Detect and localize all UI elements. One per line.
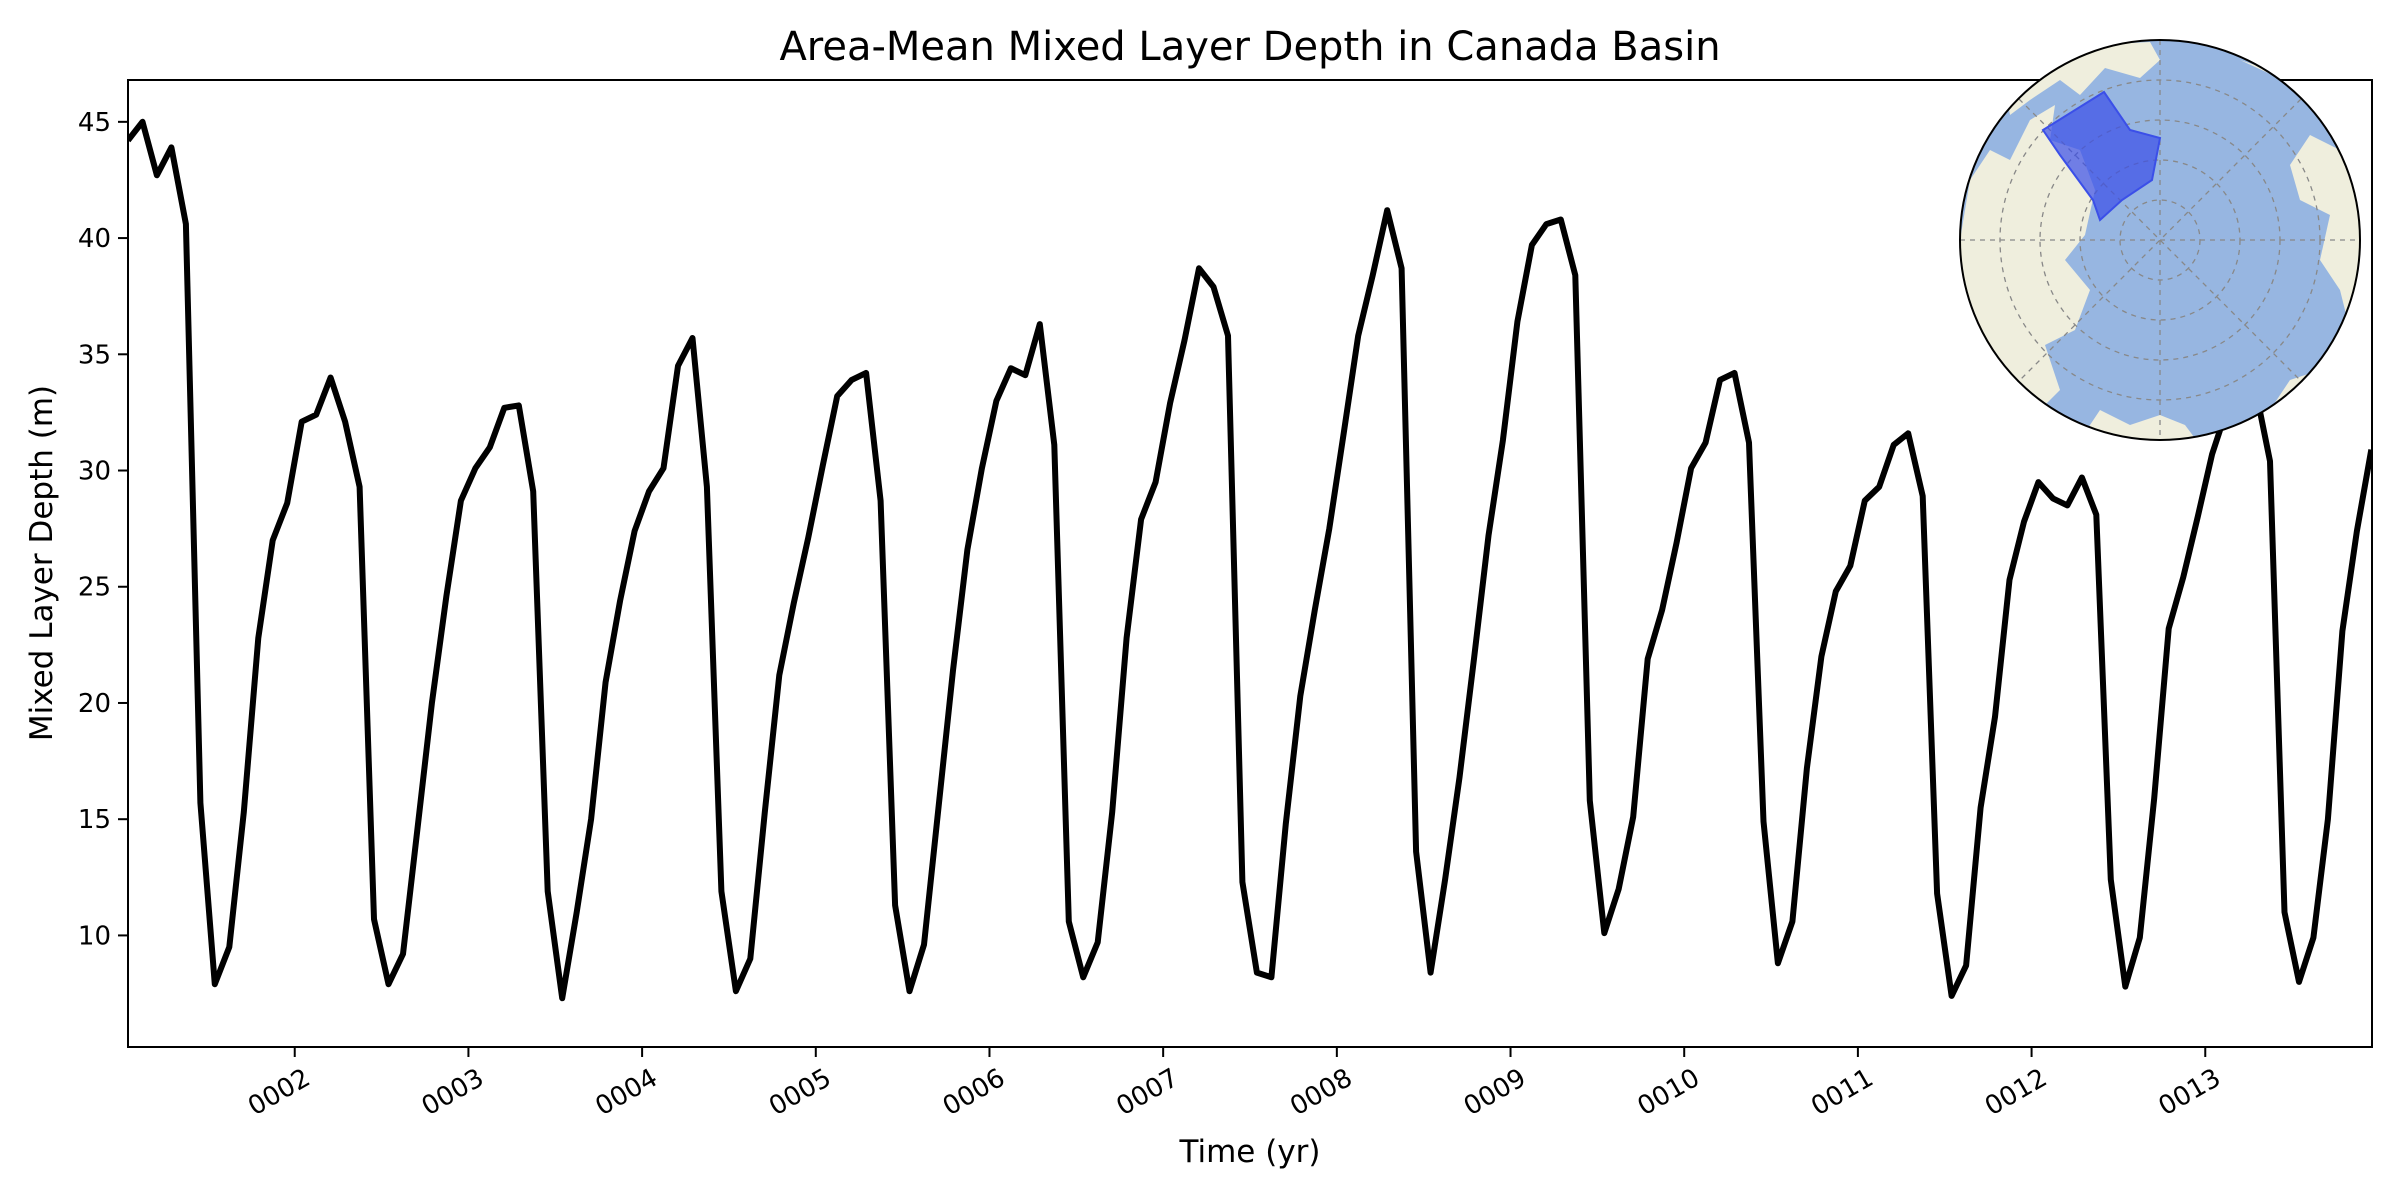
map-gridlines <box>1960 40 2360 440</box>
canada-basin-region <box>2041 90 2162 222</box>
series-line <box>128 118 2372 1002</box>
x-tick-label: 0011 <box>1806 1063 1878 1122</box>
x-tick-label: 0003 <box>417 1063 489 1122</box>
x-tick-label: 0012 <box>1980 1063 2052 1122</box>
plot-frame <box>127 79 2373 1048</box>
x-tick-label: 0002 <box>243 1063 315 1122</box>
x-tick-label: 0006 <box>938 1063 1010 1122</box>
y-tick-label: 15 <box>78 805 111 835</box>
x-tick-label: 0005 <box>764 1063 836 1122</box>
inset-polar-map <box>1959 39 2361 441</box>
y-tick-label: 20 <box>78 689 111 719</box>
x-axis-ticks: 0002 0003 0004 0005 0006 0007 0008 0009 0010 0011… <box>243 1047 2226 1122</box>
plot-area <box>127 79 2373 1048</box>
y-tick-label: 35 <box>78 340 111 370</box>
x-tick-label: 0010 <box>1633 1063 1705 1122</box>
y-tick-label: 45 <box>78 108 111 138</box>
x-tick-label: 0007 <box>1112 1063 1184 1122</box>
y-tick-label: 30 <box>78 457 111 487</box>
x-tick-label: 0013 <box>2154 1063 2226 1122</box>
x-tick-label: 0009 <box>1459 1063 1531 1122</box>
x-tick-label: 0008 <box>1285 1063 1357 1122</box>
x-tick-label: 0004 <box>591 1063 663 1122</box>
y-tick-label: 25 <box>78 573 111 603</box>
chart-title: Area-Mean Mixed Layer Depth in Canada Ba… <box>779 24 1720 70</box>
map-border <box>1959 39 2361 441</box>
y-axis-ticks: 10 15 20 25 30 35 40 45 <box>78 108 128 951</box>
y-axis-label: Mixed Layer Depth (m) <box>24 385 60 741</box>
y-tick-label: 40 <box>78 224 111 254</box>
y-tick-label: 10 <box>78 921 111 951</box>
x-axis-label: Time (yr) <box>1179 1134 1321 1170</box>
